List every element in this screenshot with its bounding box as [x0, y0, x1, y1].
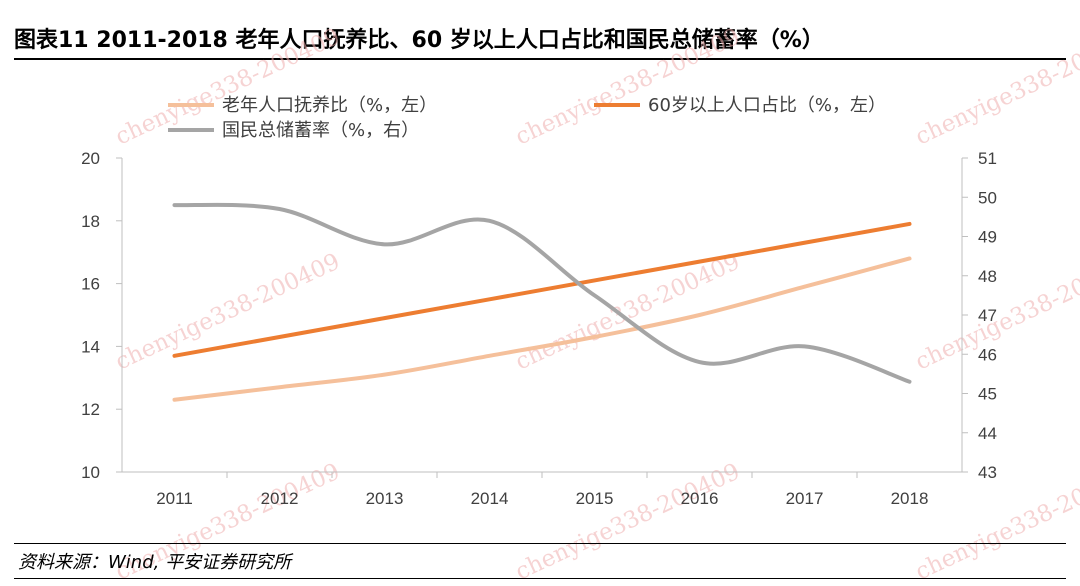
- series-line-1: [172, 256, 912, 402]
- source-note: 资料来源：Wind, 平安证券研究所: [18, 552, 292, 573]
- y-left-tick-label: 16: [81, 275, 100, 294]
- x-tick-label: 2013: [366, 489, 404, 508]
- legend-label-1: 老年人口抚养比（%，左）: [222, 95, 437, 116]
- x-tick-label: 2012: [261, 489, 299, 508]
- y-right-tick-label: 43: [978, 463, 997, 482]
- y-left-tick-label: 20: [81, 149, 100, 168]
- title-rule: [14, 58, 1066, 60]
- x-tick-label: 2017: [786, 489, 824, 508]
- y-right-tick-label: 47: [978, 306, 997, 325]
- watermark-text: chenyige338-200409: [512, 459, 744, 586]
- chart-title: 图表11 2011-2018 老年人口抚养比、60 岁以上人口占比和国民总储蓄率…: [14, 28, 824, 53]
- y-right-tick-label: 44: [978, 424, 997, 443]
- y-right-tick-label: 51: [978, 149, 997, 168]
- end-rule: [14, 578, 1066, 579]
- watermark-text: chenyige338-200409: [912, 24, 1080, 151]
- series-lines: [172, 202, 912, 402]
- y-left-tick-label: 18: [81, 212, 100, 231]
- y-left-tick-label: 14: [81, 337, 100, 356]
- legend-label-2: 60岁以上人口占比（%，左）: [648, 95, 886, 116]
- axes: [116, 157, 968, 478]
- y-right-tick-label: 48: [978, 267, 997, 286]
- watermark-text: chenyige338-200409: [512, 24, 744, 151]
- y-left-tick-label: 10: [81, 463, 100, 482]
- legend-label-3: 国民总储蓄率（%，右）: [222, 120, 419, 141]
- footer-rule: [14, 543, 1066, 544]
- x-tick-label: 2014: [471, 489, 509, 508]
- x-tick-label: 2016: [681, 489, 719, 508]
- legend: 老年人口抚养比（%，左） 60岁以上人口占比（%，左） 国民总储蓄率（%，右）: [168, 95, 886, 141]
- x-tick-label: 2018: [891, 489, 929, 508]
- watermark-text: chenyige338-200409: [112, 249, 344, 376]
- y-left-tick-label: 12: [81, 400, 100, 419]
- y-right-tick-label: 49: [978, 228, 997, 247]
- series-line-3: [172, 202, 912, 384]
- y-right-tick-label: 45: [978, 385, 997, 404]
- tick-labels: 10 12 14 16 18 20 43 44 45 46 47 48 49 50 51 2011 2012 20…: [81, 149, 997, 508]
- x-tick-label: 2011: [156, 489, 193, 508]
- y-right-tick-label: 46: [978, 345, 997, 364]
- series-line-2: [172, 221, 912, 358]
- x-tick-label: 2015: [576, 489, 614, 508]
- y-right-tick-label: 50: [978, 188, 997, 207]
